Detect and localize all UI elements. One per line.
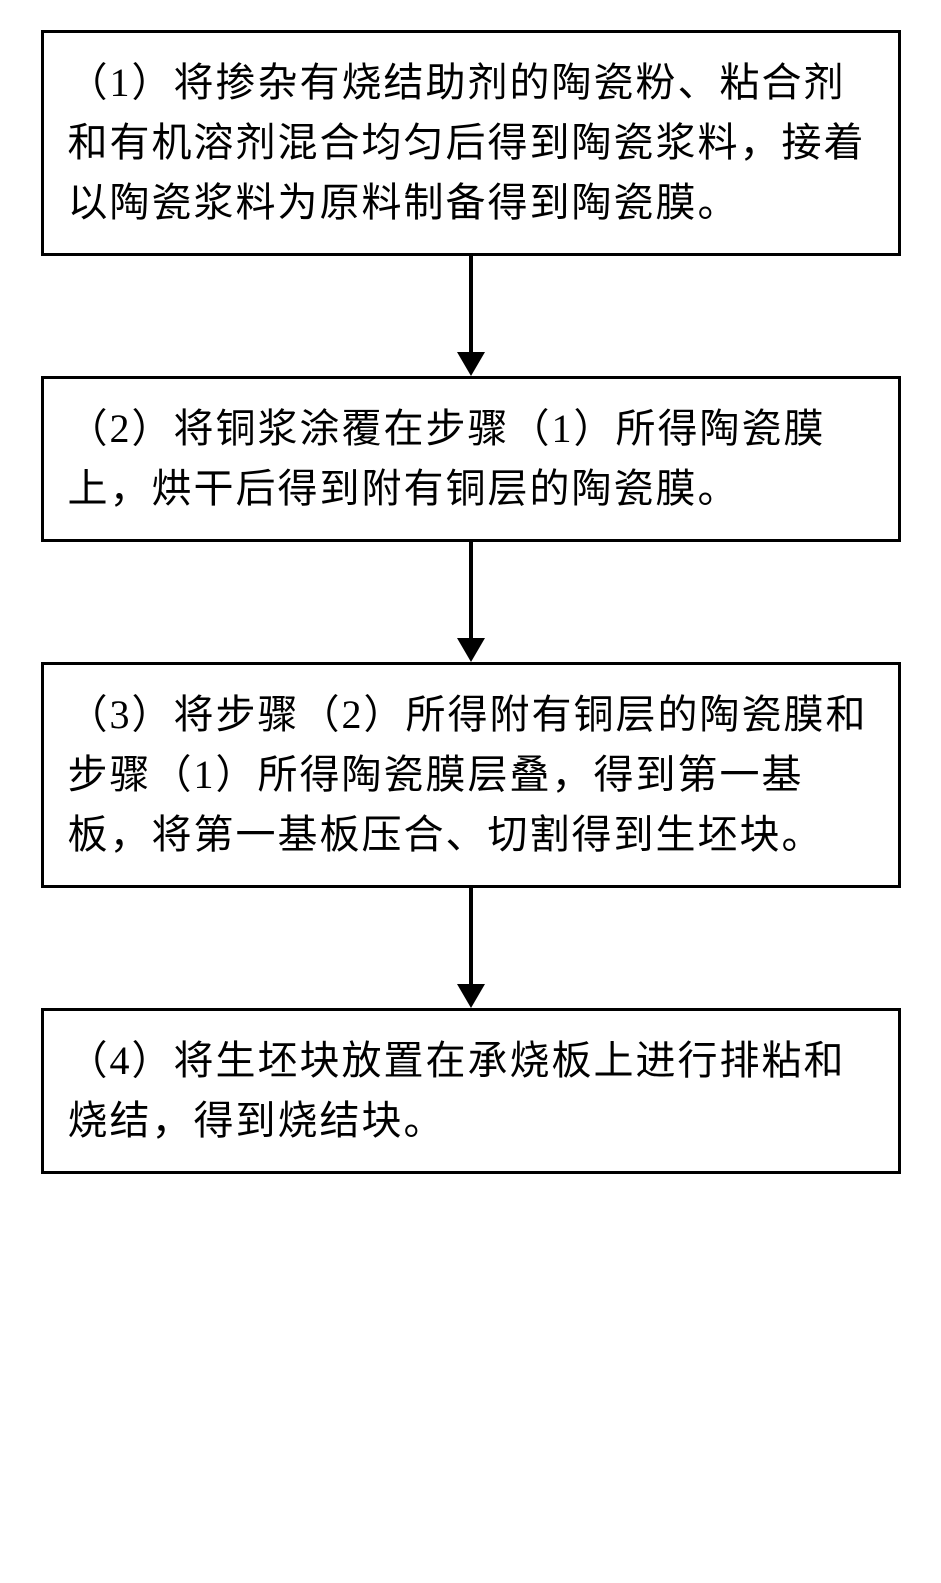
arrow-1-to-2 (457, 256, 485, 376)
step-2-text: （2）将铜浆涂覆在步骤（1）所得陶瓷膜上，烘干后得到附有铜层的陶瓷膜。 (68, 406, 826, 511)
arrow-line (469, 256, 473, 352)
arrow-head-icon (457, 984, 485, 1008)
step-3-text: （3）将步骤（2）所得附有铜层的陶瓷膜和步骤（1）所得陶瓷膜层叠，得到第一基板，… (68, 692, 868, 857)
arrow-head-icon (457, 638, 485, 662)
arrow-line (469, 542, 473, 638)
arrow-line (469, 888, 473, 984)
arrow-head-icon (457, 352, 485, 376)
flowchart-step-2: （2）将铜浆涂覆在步骤（1）所得陶瓷膜上，烘干后得到附有铜层的陶瓷膜。 (41, 376, 901, 542)
step-1-text: （1）将掺杂有烧结助剂的陶瓷粉、粘合剂和有机溶剂混合均匀后得到陶瓷浆料，接着以陶… (68, 60, 866, 225)
arrow-2-to-3 (457, 542, 485, 662)
flowchart-step-1: （1）将掺杂有烧结助剂的陶瓷粉、粘合剂和有机溶剂混合均匀后得到陶瓷浆料，接着以陶… (41, 30, 901, 256)
flowchart-step-3: （3）将步骤（2）所得附有铜层的陶瓷膜和步骤（1）所得陶瓷膜层叠，得到第一基板，… (41, 662, 901, 888)
flowchart-step-4: （4）将生坯块放置在承烧板上进行排粘和烧结，得到烧结块。 (41, 1008, 901, 1174)
step-4-text: （4）将生坯块放置在承烧板上进行排粘和烧结，得到烧结块。 (68, 1038, 846, 1143)
arrow-3-to-4 (457, 888, 485, 1008)
